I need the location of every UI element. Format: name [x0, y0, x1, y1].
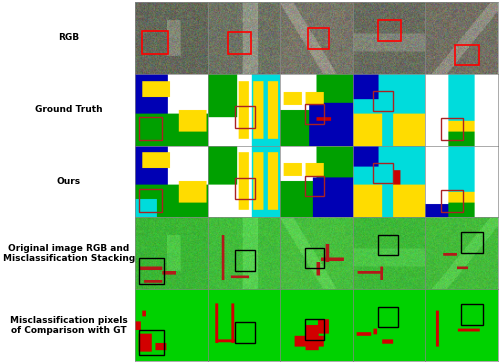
Bar — [306, 104, 324, 124]
Bar — [462, 304, 483, 325]
Bar — [235, 250, 256, 272]
Bar — [139, 189, 162, 212]
Bar — [235, 178, 256, 200]
Bar — [378, 20, 401, 41]
Bar — [139, 330, 164, 355]
Bar — [441, 190, 462, 212]
Bar — [308, 28, 330, 49]
Bar — [228, 32, 251, 54]
Bar — [142, 30, 168, 54]
Bar — [235, 106, 256, 128]
Text: RGB: RGB — [58, 33, 80, 42]
Text: Ours: Ours — [57, 177, 81, 186]
Text: Original image RGB and
Misclassification Stacking: Original image RGB and Misclassification… — [2, 244, 135, 263]
Bar — [378, 307, 398, 327]
Bar — [306, 248, 324, 268]
Bar — [462, 232, 483, 253]
Bar — [139, 258, 164, 284]
Bar — [306, 176, 324, 196]
Bar — [373, 163, 393, 183]
Bar — [306, 319, 324, 340]
Text: Misclassification pixels
of Comparison with GT: Misclassification pixels of Comparison w… — [10, 315, 128, 335]
Bar — [139, 117, 162, 140]
Bar — [456, 45, 478, 65]
Bar — [378, 235, 398, 255]
Bar — [373, 91, 393, 111]
Bar — [235, 322, 256, 343]
Text: Ground Truth: Ground Truth — [35, 105, 102, 114]
Bar — [441, 118, 462, 140]
